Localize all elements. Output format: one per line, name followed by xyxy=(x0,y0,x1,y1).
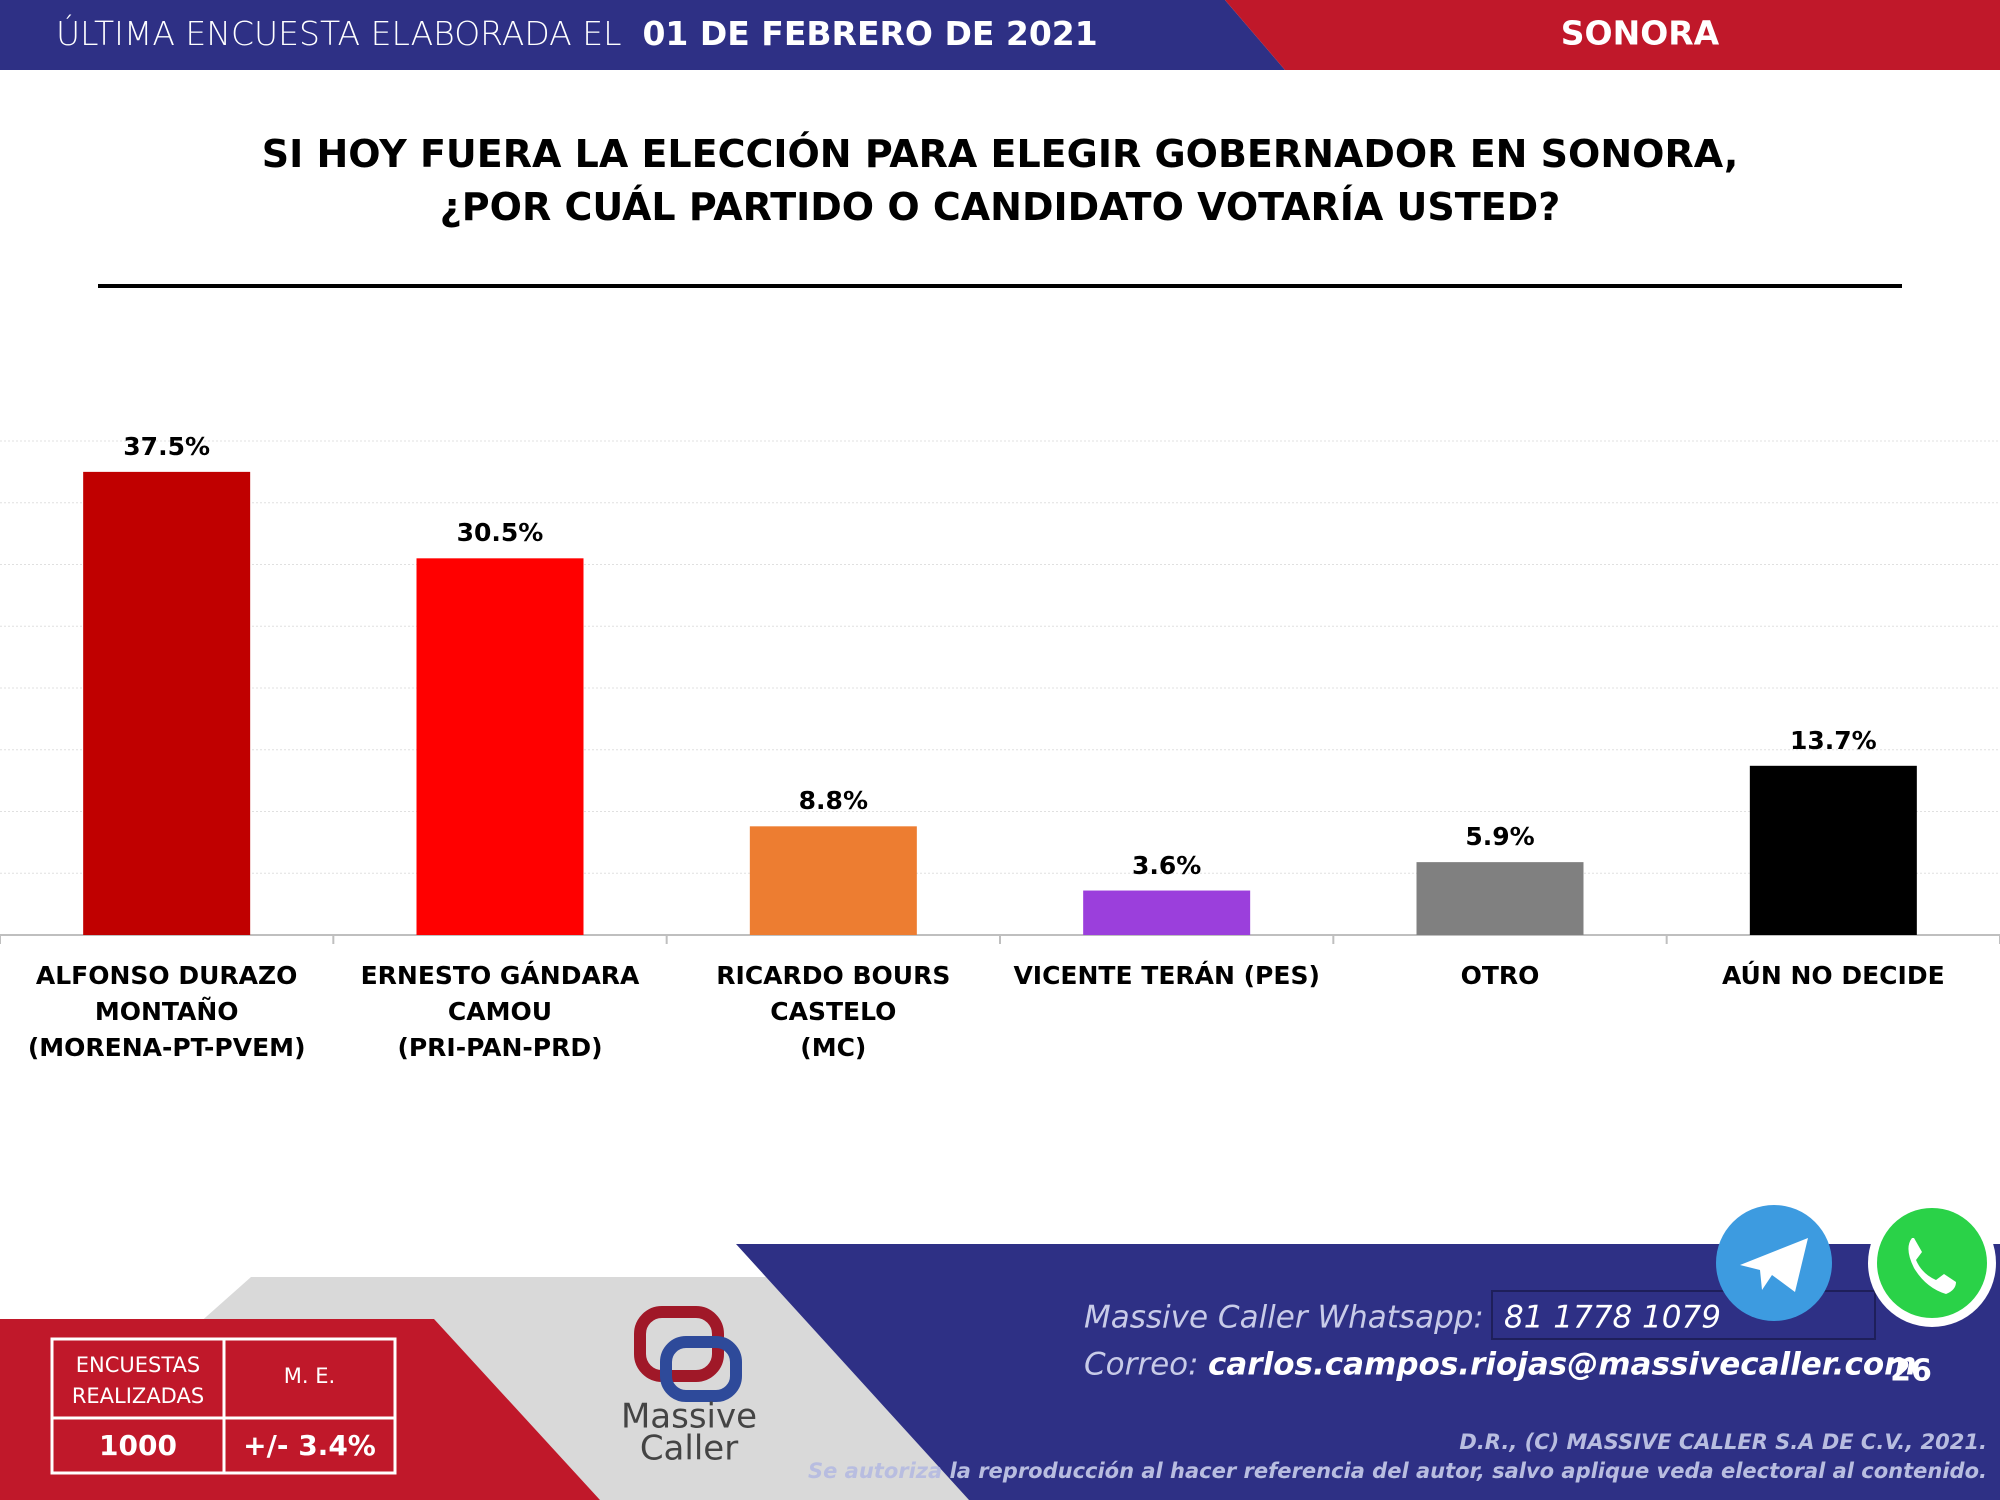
logo-text: Caller xyxy=(640,1429,738,1469)
header-date: 01 DE FEBRERO DE 2021 xyxy=(642,14,1098,53)
table-header: M. E. xyxy=(283,1364,336,1388)
copyright: D.R., (C) MASSIVE CALLER S.A DE C.V., 20… xyxy=(1459,1430,1987,1454)
x-tick-label: OTRO xyxy=(1460,961,1540,990)
x-tick-label: AÚN NO DECIDE xyxy=(1721,961,1945,990)
value-label: 3.6% xyxy=(1131,850,1202,880)
chart xyxy=(0,440,2000,944)
whatsapp-glyph xyxy=(1908,1238,1956,1294)
email: carlos.campos.riojas@massivecaller.com xyxy=(1208,1347,1916,1383)
bar xyxy=(1083,890,1251,935)
telegram-glyph xyxy=(1740,1238,1808,1292)
logo-text: Massive xyxy=(621,1397,757,1437)
table-value: +/- 3.4% xyxy=(243,1429,376,1462)
table-value: 1000 xyxy=(99,1429,177,1462)
footer-blue xyxy=(736,1244,2000,1500)
whatsapp-fill xyxy=(1877,1208,1987,1318)
value-label: 37.5% xyxy=(123,431,211,461)
bar xyxy=(83,471,251,935)
logo-icon xyxy=(660,1336,742,1402)
email-label: Correo: xyxy=(1084,1347,1199,1383)
copyright: Se autoriza la reproducción al hacer ref… xyxy=(808,1459,1987,1483)
header-red xyxy=(1225,0,2000,70)
value-label: 30.5% xyxy=(456,518,544,548)
header-blue xyxy=(0,0,1285,70)
x-tick-label: VICENTE TERÁN (PES) xyxy=(1013,961,1320,990)
x-tick-label: ERNESTO GÁNDARA CAMOU (PRI-PAN-PRD) xyxy=(360,961,640,1062)
bar xyxy=(749,826,917,935)
value-label: 5.9% xyxy=(1465,822,1535,852)
value-label: 13.7% xyxy=(1789,725,1877,755)
whatsapp-label: Massive Caller Whatsapp: xyxy=(1084,1300,1484,1336)
header-lead: ÚLTIMA ENCUESTA ELABORADA EL xyxy=(56,14,622,53)
footer-red xyxy=(0,1319,600,1500)
phone-box xyxy=(1491,1290,1876,1340)
chart-title: SI HOY FUERA LA ELECCIÓN PARA ELEGIR GOB… xyxy=(261,132,1739,229)
x-tick-label: ALFONSO DURAZO MONTAÑO (MORENA-PT-PVEM) xyxy=(27,961,306,1062)
bar xyxy=(1749,765,1917,935)
page-number: 26 xyxy=(1890,1354,1932,1389)
header-text: ÚLTIMA ENCUESTA ELABORADA EL 01 DE FEBRE… xyxy=(56,14,1098,53)
bar xyxy=(416,558,584,935)
whatsapp-number: 81 1778 1079 xyxy=(1504,1300,1721,1336)
region: SONORA xyxy=(1561,14,1720,53)
x-tick-label: RICARDO BOURS CASTELO (MC) xyxy=(716,961,951,1062)
table-header: ENCUESTAS REALIZADAS xyxy=(71,1353,205,1408)
bar xyxy=(1416,862,1584,935)
value-label: 8.8% xyxy=(798,786,868,816)
